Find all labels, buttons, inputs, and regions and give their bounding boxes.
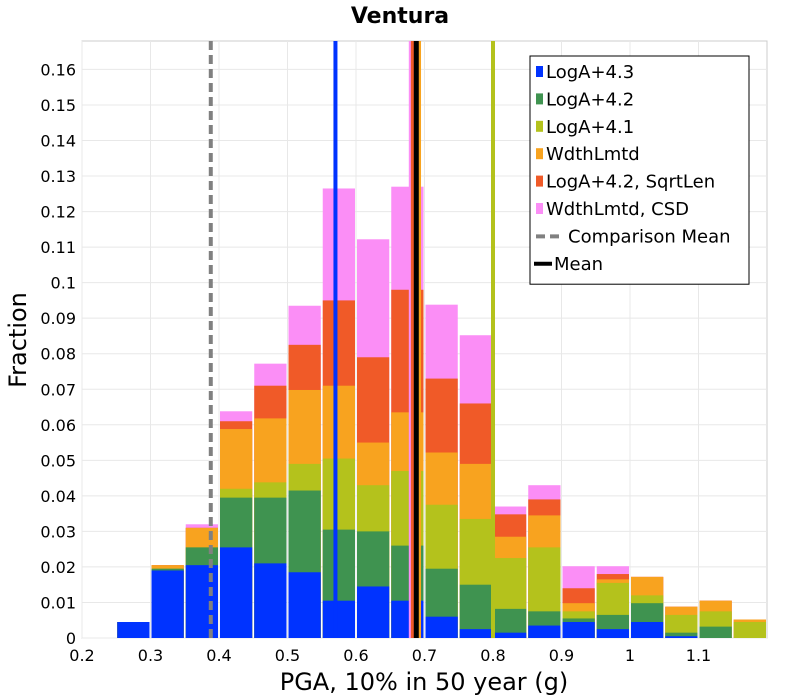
bars <box>117 186 766 639</box>
legend-swatch <box>536 148 543 160</box>
bar-loga-4-1 <box>665 614 698 638</box>
bar-loga-4-3 <box>357 586 390 638</box>
bar-loga-4-3 <box>254 563 287 638</box>
bar-loga-4-3 <box>528 625 561 638</box>
x-axis-label: PGA, 10% in 50 year (g) <box>280 668 569 696</box>
y-tick-label: 0.13 <box>40 167 76 186</box>
y-axis-ticks: 0 0.01 0.02 0.03 0.04 0.05 0.06 0.07 0.08 0.09 0.1… <box>40 60 76 648</box>
bar-loga-4-3 <box>425 616 458 638</box>
y-tick-label: 0.11 <box>40 238 76 257</box>
legend-swatch <box>536 120 543 132</box>
legend-label: LogA+4.3 <box>546 62 634 83</box>
bar-loga-4-3 <box>151 570 184 638</box>
bar-loga-4-3 <box>459 629 492 638</box>
y-tick-label: 0.01 <box>40 593 76 612</box>
legend-swatch <box>536 66 543 77</box>
y-tick-label: 0.05 <box>40 451 76 470</box>
x-tick-label: 1 <box>625 646 635 665</box>
y-tick-label: 0.15 <box>40 96 76 115</box>
chart-title: Ventura <box>351 4 449 29</box>
y-tick-label: 0.04 <box>40 487 76 506</box>
bar-loga-4-3 <box>322 600 355 638</box>
bar-loga-4-3 <box>665 636 698 638</box>
y-axis-label: Fraction <box>4 292 32 388</box>
bar-loga-4-2 <box>665 632 698 638</box>
y-tick-label: 0 <box>66 629 76 648</box>
x-tick-label: 0.8 <box>480 646 505 665</box>
y-tick-label: 0.1 <box>51 274 76 293</box>
y-tick-label: 0.12 <box>40 203 76 222</box>
y-tick-label: 0.08 <box>40 345 76 364</box>
bar-loga-4-3 <box>185 565 218 638</box>
legend: LogA+4.3 LogA+4.2 LogA+4.1 WdthLmtd LogA+4.2… <box>529 55 750 285</box>
x-tick-label: 0.3 <box>138 646 163 665</box>
bar-loga-4-2 <box>699 626 732 638</box>
y-tick-label: 0.03 <box>40 522 76 541</box>
x-tick-label: 0.6 <box>343 646 368 665</box>
legend-box <box>529 55 750 285</box>
x-tick-label: 0.4 <box>206 646 231 665</box>
mean-lines <box>208 41 495 638</box>
legend-label: Comparison Mean <box>568 226 731 247</box>
y-tick-label: 0.14 <box>40 132 76 151</box>
bar-loga-4-3 <box>494 632 527 638</box>
bar-loga-4-3 <box>220 547 253 638</box>
y-tick-label: 0.09 <box>40 309 76 328</box>
legend-swatch <box>536 203 543 214</box>
x-tick-label: 0.9 <box>549 646 574 665</box>
bar-loga-4-1 <box>733 622 766 638</box>
bar-loga-4-3 <box>631 622 664 638</box>
legend-swatch <box>536 93 543 105</box>
legend-label: LogA+4.2, SqrtLen <box>546 172 715 193</box>
x-tick-label: 0.7 <box>412 646 437 665</box>
x-tick-label: 0.5 <box>275 646 300 665</box>
bar-loga-4-3 <box>596 629 629 638</box>
x-axis-ticks: 0.2 0.3 0.4 0.5 0.6 0.7 0.8 0.9 1 1.1 <box>69 646 711 665</box>
y-tick-label: 0.16 <box>40 60 76 79</box>
legend-label: WdthLmtd, CSD <box>546 199 689 220</box>
y-tick-label: 0.02 <box>40 558 76 577</box>
y-tick-label: 0.07 <box>40 380 76 399</box>
legend-label: Mean <box>554 254 603 275</box>
x-tick-label: 0.2 <box>69 646 94 665</box>
legend-label: LogA+4.1 <box>546 117 634 138</box>
y-tick-label: 0.06 <box>40 416 76 435</box>
legend-label: WdthLmtd <box>546 144 640 165</box>
legend-swatch <box>536 175 543 187</box>
bar-loga-4-3 <box>562 622 595 638</box>
bar-loga-4-3 <box>117 622 150 638</box>
bar-loga-4-3 <box>288 572 321 638</box>
x-tick-label: 1.1 <box>686 646 711 665</box>
legend-label: LogA+4.2 <box>546 89 634 110</box>
